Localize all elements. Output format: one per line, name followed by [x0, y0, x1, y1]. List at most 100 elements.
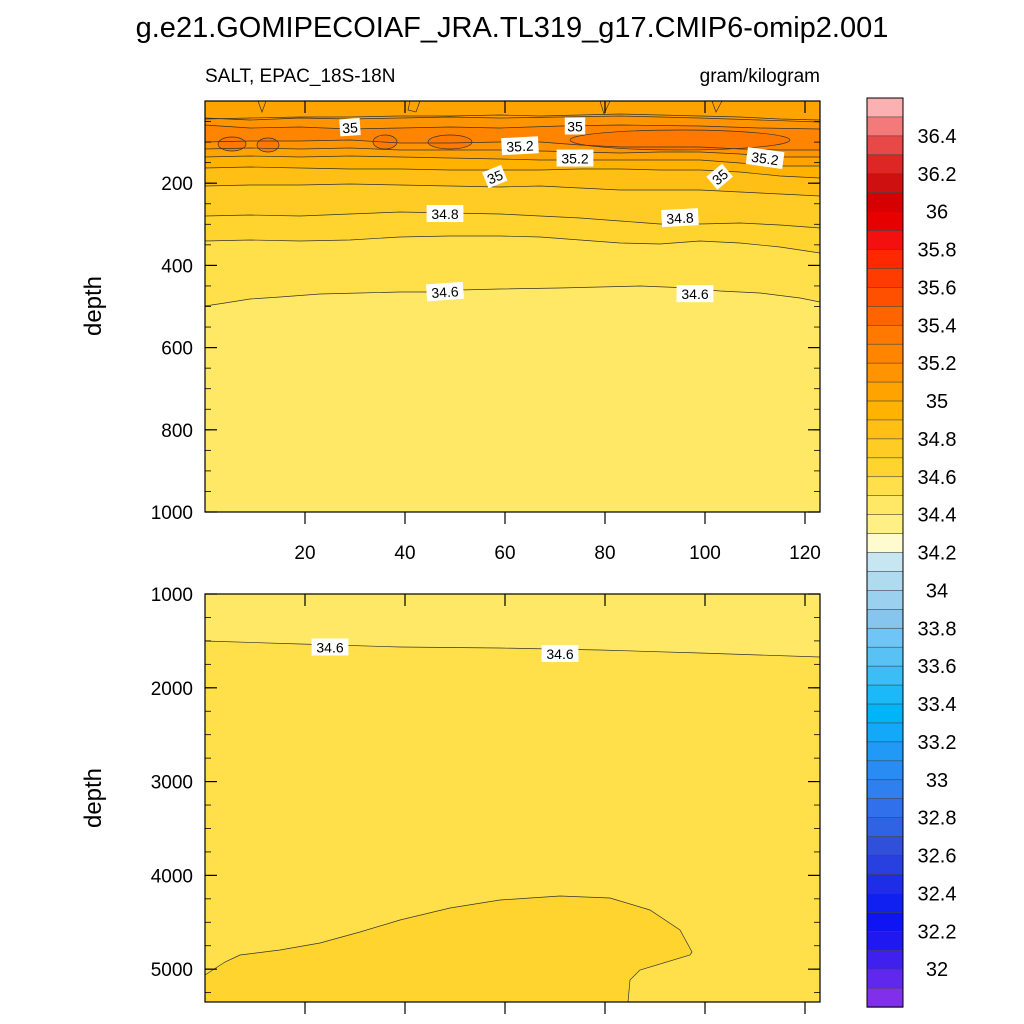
lower-contour-labels: 34.6 34.6: [311, 638, 579, 663]
contour-label-text: 35: [342, 119, 359, 136]
lower-contour-lines: [204, 640, 821, 1003]
core-d: [428, 135, 472, 149]
lower-frame: [204, 593, 821, 1003]
lower-ylabel: depth: [80, 768, 107, 828]
figure-title: g.e21.GOMIPECOIAF_JRA.TL319_g17.CMIP6-om…: [136, 12, 889, 44]
colorbar-frame: [866, 97, 904, 1008]
upper-ylabel: depth: [80, 276, 107, 336]
colorbar-label: 32: [926, 959, 948, 981]
contour-label-box: [482, 164, 508, 189]
x-tick-label: 60: [494, 543, 515, 564]
contour-label: 34.6: [311, 638, 349, 656]
colorbar-swatch: [866, 912, 904, 932]
colorbar-label: 34.6: [918, 467, 957, 489]
colorbar-label: 34: [926, 580, 948, 602]
colorbar-swatch: [866, 703, 904, 724]
colorbar-label: 35.6: [918, 277, 957, 299]
colorbar-swatch: [866, 97, 904, 118]
contour-label-text: 35.2: [506, 137, 534, 154]
colorbar-label: 34.4: [918, 505, 957, 527]
colorbar-swatch: [866, 400, 904, 421]
colorbar-swatch: [866, 419, 904, 440]
contour-label-box: [311, 638, 349, 656]
contour-label-box: [564, 117, 586, 135]
lower-panel: 34.6 34.6 1000 2000 3000 4000 5000: [151, 585, 821, 1014]
contour-line: [204, 124, 821, 130]
colorbar-swatch: [866, 968, 904, 989]
colorbar-swatch: [866, 438, 904, 459]
contour-line: [204, 155, 820, 167]
colorbar-label: 32.4: [918, 883, 957, 905]
contour-line: [204, 183, 821, 197]
left-string: SALT, EPAC_18S-18N: [205, 66, 395, 87]
contour-label: 34.8: [661, 208, 699, 228]
colorbar-label: 35: [926, 391, 948, 413]
colorbar-label: 33.4: [918, 694, 957, 716]
colorbar-swatch: [866, 476, 904, 497]
colorbar-swatch: [866, 684, 904, 705]
colorbar-label: 34.8: [918, 429, 957, 451]
contour-label-box: [706, 163, 733, 190]
contour-label: 34.8: [426, 205, 464, 223]
contour-label: 34.6: [676, 285, 714, 303]
colorbar-swatch: [866, 173, 904, 194]
contour-line: [204, 895, 693, 1003]
contour-core: [372, 134, 398, 150]
colorbar-swatch: [866, 533, 904, 554]
contour-label: 35: [564, 117, 586, 135]
colorbar: 36.4 36.2 36 35.8 35.6 35.4 35.2 35 34.8 34.6 34.4…: [866, 97, 957, 1008]
colorbar-swatch: [866, 646, 904, 667]
colorbar-swatch: [866, 836, 904, 857]
contour-line: [204, 285, 821, 307]
contour-line: [204, 115, 821, 123]
colorbar-swatch: [866, 949, 904, 970]
upper-axes: 200 400 600 800 1000 20 40 60 80 100 120: [151, 100, 821, 564]
colorbar-label: 35.2: [918, 353, 957, 375]
contour-line: [204, 139, 820, 151]
contour-core: [569, 129, 791, 151]
contour-label-text: 34.6: [546, 646, 573, 662]
colorbar-swatch: [866, 211, 904, 232]
colorbar-swatch: [866, 116, 904, 137]
colorbar-swatch: [866, 798, 904, 819]
contour-label-box: [676, 285, 714, 303]
colorbar-swatch: [866, 495, 904, 516]
contour-label-text: 34.6: [316, 639, 343, 655]
colorbar-swatch: [866, 268, 904, 289]
y-tick-label: 800: [161, 421, 193, 442]
colorbar-swatch: [866, 343, 904, 364]
colorbar-label: 32.6: [918, 846, 957, 868]
contour-label: 35.2: [501, 136, 539, 156]
colorbar-label: 33.2: [918, 732, 957, 754]
x-tick-label: 100: [689, 543, 721, 564]
colorbar-swatch: [866, 230, 904, 251]
contour-label-text: 35: [485, 167, 506, 188]
colorbar-swatch: [866, 741, 904, 762]
y-tick-label: 3000: [151, 773, 193, 794]
colorbar-swatch: [866, 817, 904, 838]
colorbar-swatch: [866, 627, 904, 648]
y-tick-label: 1000: [151, 503, 193, 524]
colorbar-label: 33.8: [918, 618, 957, 640]
contour-label-text: 34.6: [681, 286, 708, 302]
colorbar-swatch: [866, 893, 904, 914]
y-tick-label: 5000: [151, 960, 193, 981]
colorbar-swatch: [866, 855, 904, 876]
contour-label: 35.2: [556, 149, 594, 167]
contour-core: [217, 136, 247, 152]
colorbar-swatch: [866, 590, 904, 611]
colorbar-label: 34.2: [918, 543, 957, 565]
core-a: [218, 137, 246, 151]
right-string: gram/kilogram: [700, 66, 820, 87]
y-tick-label: 4000: [151, 866, 193, 887]
core-e: [570, 130, 790, 150]
contour-line: [204, 113, 821, 121]
colorbar-label: 32.8: [918, 808, 957, 830]
x-tick-label: 120: [789, 543, 821, 564]
colorbar-swatch: [866, 381, 904, 402]
colorbar-swatch: [866, 874, 904, 895]
x-tick-label: 40: [394, 543, 415, 564]
contour-label-text: 34.8: [431, 206, 458, 222]
colorbar-swatch: [866, 665, 904, 686]
